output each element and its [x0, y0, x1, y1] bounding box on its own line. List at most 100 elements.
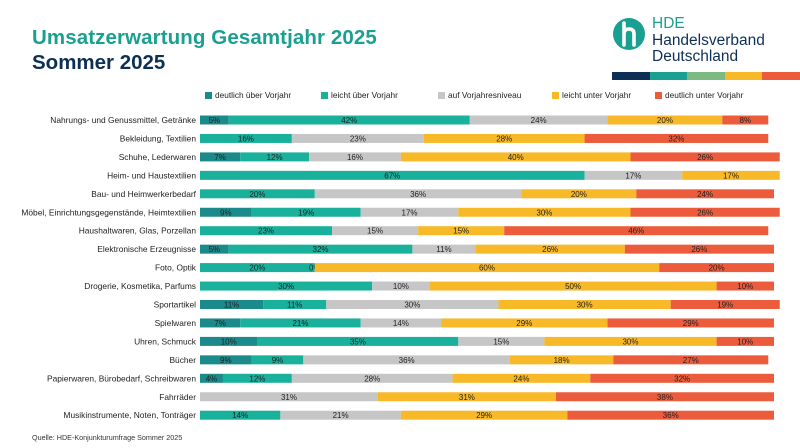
data-label: 60% — [479, 264, 495, 273]
category-label: Möbel, Einrichtungsgegenstände, Heimtext… — [21, 207, 196, 217]
chart-legend: deutlich über Vorjahr leicht über Vorjahr… — [200, 90, 780, 106]
data-label: 26% — [542, 245, 558, 254]
logo-line-handelsverband: Handelsverband — [652, 31, 765, 49]
bar-segment — [469, 115, 608, 125]
bar-segment — [200, 207, 252, 217]
bar-segment — [555, 392, 774, 402]
chart-title: Umsatzerwartung Gesamtjahr 2025 — [32, 26, 377, 49]
bar-segment — [263, 300, 327, 309]
bar-segment — [360, 318, 442, 328]
data-label: 31% — [281, 393, 297, 402]
bar-segment — [429, 281, 717, 291]
data-label: 36% — [663, 411, 679, 420]
data-label: 15% — [453, 227, 469, 236]
data-label: 20% — [709, 264, 725, 273]
legend-item: leicht über Vorjahr — [321, 90, 398, 100]
data-label: 20% — [657, 116, 673, 125]
legend-item: auf Vorjahresniveau — [438, 90, 521, 100]
hde-logo: HDE Handelsverband Deutschland — [612, 14, 792, 76]
data-label: 29% — [476, 411, 492, 420]
bar-segment — [291, 373, 453, 383]
data-label: 15% — [367, 227, 383, 236]
data-label: 32% — [668, 134, 684, 143]
legend-item: deutlich unter Vorjahr — [655, 90, 743, 100]
bar-segment — [303, 355, 510, 365]
data-label: 19% — [298, 208, 314, 217]
data-label: 5% — [209, 245, 221, 254]
category-label: Bücher — [169, 355, 196, 365]
bar-segment — [458, 207, 631, 217]
legend-swatch — [321, 91, 328, 99]
data-label: 23% — [258, 227, 274, 236]
bar-segment — [314, 189, 522, 199]
bar-segment — [624, 244, 774, 254]
bar-segment — [504, 226, 769, 236]
data-label: 29% — [683, 319, 699, 328]
data-label: 17% — [723, 171, 739, 180]
legend-swatch — [205, 91, 212, 99]
data-label: 10% — [737, 282, 753, 291]
bar-segment — [200, 281, 373, 291]
data-label: 15% — [493, 337, 509, 346]
category-label: Bau- und Heimwerkerbedarf — [91, 189, 196, 199]
data-label: 24% — [531, 116, 547, 125]
data-label: 30% — [404, 301, 420, 310]
bar-segment — [240, 152, 310, 162]
hde-logo-icon — [613, 18, 645, 50]
bar-segment — [498, 300, 671, 309]
category-label: Haushaltwaren, Glas, Porzellan — [79, 226, 197, 236]
bar-segment — [240, 318, 361, 328]
data-label: 35% — [350, 337, 366, 346]
bar-segment — [200, 244, 229, 254]
bar-segment — [200, 392, 378, 402]
category-label: Fahrräder — [159, 392, 196, 402]
data-label: 36% — [410, 190, 426, 199]
legend-swatch — [438, 91, 445, 99]
bar-segment — [458, 336, 545, 346]
bar-segment — [441, 318, 608, 328]
data-label: 9% — [220, 356, 232, 365]
bar-segment — [722, 115, 769, 125]
bar-segment — [309, 152, 401, 162]
category-label: Uhren, Schmuck — [134, 336, 197, 346]
bar-segment — [716, 336, 774, 346]
legend-label: deutlich über Vorjahr — [215, 90, 292, 100]
category-label: Sportartikel — [154, 300, 196, 310]
bar-segment — [200, 152, 241, 162]
legend-item: deutlich über Vorjahr — [205, 90, 291, 100]
category-label: Foto, Optik — [155, 263, 197, 273]
category-label: Drogerie, Kosmetika, Parfums — [84, 281, 196, 291]
bar-segment — [630, 207, 780, 217]
data-label: 10% — [737, 337, 753, 346]
legend-swatch — [655, 91, 662, 99]
bar-segment — [200, 170, 585, 180]
stripe-segment — [649, 72, 688, 80]
category-label: Musikinstrumente, Noten, Tonträger — [63, 410, 196, 420]
bar-segment — [326, 300, 499, 309]
data-label: 20% — [249, 264, 265, 273]
data-label: 46% — [628, 227, 644, 236]
data-label: 26% — [691, 245, 707, 254]
bar-segment — [682, 170, 780, 180]
bar-segment — [590, 373, 774, 383]
data-label: 21% — [292, 319, 308, 328]
data-label: 24% — [697, 190, 713, 199]
data-label: 27% — [683, 356, 699, 365]
bar-segment — [636, 189, 774, 199]
bar-segment — [716, 281, 774, 291]
data-label: 16% — [347, 153, 363, 162]
bar-segment — [544, 336, 717, 346]
legend-label: auf Vorjahresniveau — [448, 90, 522, 100]
bar-segment — [412, 244, 476, 254]
data-label: 9% — [272, 356, 284, 365]
category-label: Schuhe, Lederwaren — [119, 152, 197, 162]
bar-segment — [228, 244, 413, 254]
bar-segment — [607, 318, 774, 328]
category-label: Heim- und Haustextilien — [107, 170, 196, 180]
bar-segment — [377, 392, 556, 402]
data-label: 20% — [571, 190, 587, 199]
data-label: 32% — [674, 374, 690, 383]
data-label: 9% — [220, 208, 232, 217]
legend-swatch — [552, 91, 559, 99]
